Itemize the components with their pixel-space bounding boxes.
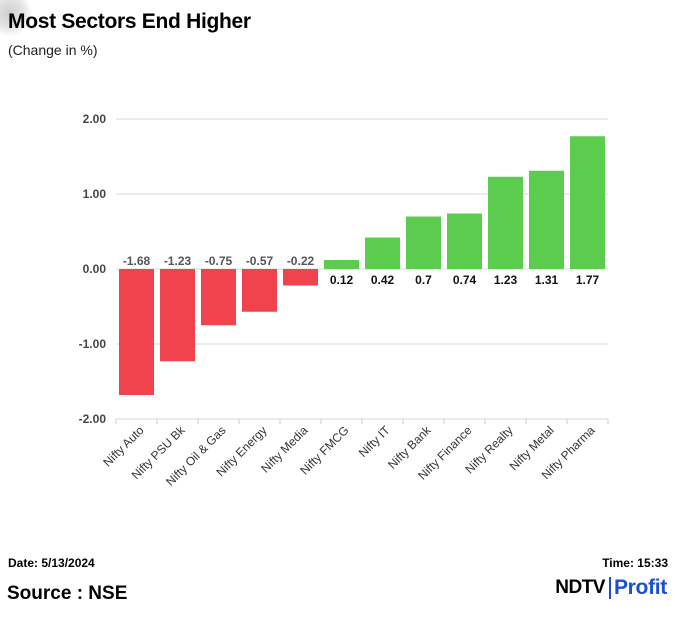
footer-time: Time: 15:33	[602, 556, 668, 570]
data-label: -0.57	[246, 254, 274, 268]
data-label: 0.7	[415, 273, 432, 287]
bar	[529, 170, 564, 269]
y-tick-label: -2.00	[79, 412, 107, 426]
ndtv-profit-logo: NDTV Profit	[555, 576, 667, 600]
bar	[242, 269, 277, 312]
data-label: 1.31	[535, 273, 559, 287]
logo-ndtv-text: NDTV	[555, 577, 605, 598]
bar	[160, 269, 195, 362]
bar	[447, 213, 482, 269]
footer-date: Date: 5/13/2024	[8, 556, 95, 570]
data-label: 0.42	[371, 273, 395, 287]
data-label: 1.77	[576, 273, 600, 287]
data-label: 1.23	[494, 273, 518, 287]
chart-title: Most Sectors End Higher	[8, 10, 251, 33]
chart-subtitle: (Change in %)	[8, 42, 98, 58]
data-label: -0.22	[287, 254, 315, 268]
data-label: -0.75	[205, 254, 233, 268]
data-label: -1.68	[123, 254, 151, 268]
data-label: 0.12	[330, 273, 354, 287]
bar	[488, 176, 523, 269]
y-tick-label: 2.00	[83, 112, 107, 126]
category-label: Nifty IT	[356, 423, 393, 460]
bar	[365, 237, 400, 269]
data-label: 0.74	[453, 273, 477, 287]
logo-profit-text: Profit	[613, 576, 667, 599]
y-tick-label: -1.00	[79, 337, 107, 351]
bar	[324, 260, 359, 269]
y-tick-label: 1.00	[83, 187, 107, 201]
logo-separator	[608, 577, 611, 599]
footer-source: Source : NSE	[7, 583, 128, 604]
y-tick-label: 0.00	[83, 262, 107, 276]
bar	[201, 269, 236, 326]
bar	[570, 136, 605, 269]
bar	[406, 216, 441, 269]
bar	[119, 269, 154, 395]
data-label: -1.23	[164, 254, 192, 268]
bar	[283, 269, 318, 286]
